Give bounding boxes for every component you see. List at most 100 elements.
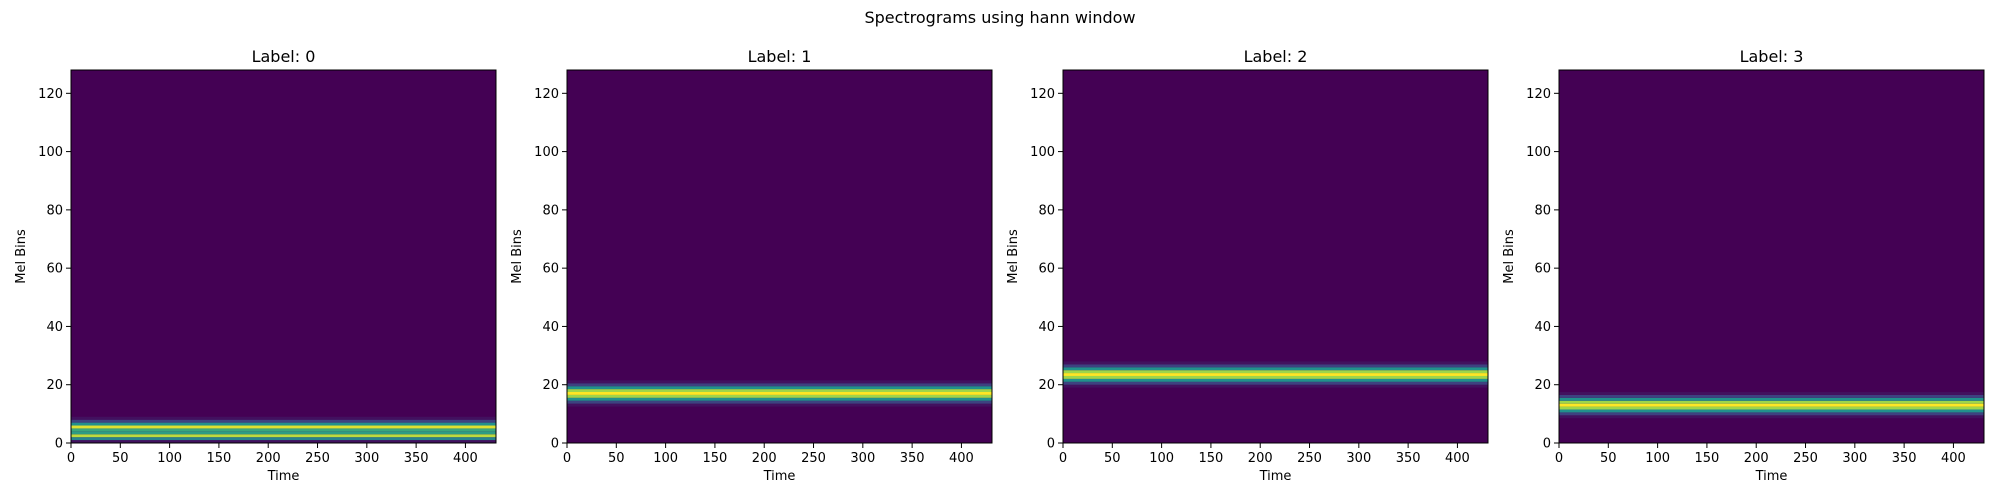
spectrogram-band-row: [567, 397, 992, 401]
spectrogram-background: [1559, 70, 1984, 443]
figure-title: Spectrograms using hann window: [864, 8, 1136, 27]
spectrogram-band-row: [567, 386, 992, 390]
y-tick-label: 20: [46, 378, 63, 393]
x-tick-label: 0: [1059, 451, 1067, 466]
x-axis-label: Time: [1259, 469, 1292, 484]
y-tick-label: 80: [542, 203, 559, 218]
x-tick-label: 350: [404, 451, 429, 466]
y-axis-label: Mel Bins: [510, 229, 525, 284]
x-axis-label: Time: [763, 469, 796, 484]
spectrogram-band-row: [567, 400, 992, 404]
y-tick-label: 80: [1534, 203, 1551, 218]
y-tick-label: 40: [46, 320, 63, 335]
x-tick-label: 300: [1346, 451, 1371, 466]
panel-title: Label: 2: [1244, 47, 1308, 66]
spectrogram-band-row: [1063, 384, 1488, 388]
y-tick-label: 60: [1038, 262, 1055, 277]
x-tick-label: 350: [1396, 451, 1421, 466]
axes-frame: [1062, 69, 1489, 444]
spectrogram-band-row: [1559, 397, 1984, 401]
y-tick-label: 20: [542, 378, 559, 393]
y-tick-label: 20: [1038, 378, 1055, 393]
spectrogram-band-row: [71, 434, 496, 438]
spectrogram-band-row: [1559, 409, 1984, 413]
x-tick-label: 0: [1555, 451, 1563, 466]
x-tick-label: 300: [850, 451, 875, 466]
spectrogram-band-row: [567, 403, 992, 407]
spectrogram-band-row: [1063, 370, 1488, 374]
spectrogram-panel-2: Label: 2 0 50 100 150 200 250 300 350 400 0 20 40 60 8…: [1006, 47, 1489, 484]
spectrogram-panel-0: Label: 0 0 50 100 150 200 250 300 350 400 0 20 40 60 8…: [14, 47, 497, 484]
x-tick-label: 200: [752, 451, 777, 466]
x-tick-label: 250: [1297, 451, 1322, 466]
spectrogram-band-row: [1063, 367, 1488, 371]
spectrogram-band-row: [1063, 373, 1488, 376]
spectrogram-band-row: [71, 419, 496, 423]
x-tick-label: 400: [949, 451, 974, 466]
x-tick-label: 250: [305, 451, 330, 466]
y-tick-label: 100: [38, 145, 63, 160]
spectrogram-band-row: [1559, 415, 1984, 419]
x-tick-label: 400: [1445, 451, 1470, 466]
y-tick-label: 40: [1534, 320, 1551, 335]
x-tick-label: 250: [801, 451, 826, 466]
y-tick-label: 100: [1526, 145, 1551, 160]
panel-title: Label: 3: [1740, 47, 1804, 66]
spectrogram-background: [71, 70, 496, 443]
x-tick-label: 100: [653, 451, 678, 466]
spectrogram-band-row: [1559, 406, 1984, 410]
y-tick-label: 60: [1534, 262, 1551, 277]
y-axis-label: Mel Bins: [1006, 229, 1021, 284]
x-tick-label: 300: [1842, 451, 1867, 466]
spectrogram-band-row: [1063, 375, 1488, 379]
x-tick-label: 50: [608, 451, 625, 466]
y-tick-label: 0: [55, 437, 63, 452]
x-tick-label: 50: [1600, 451, 1617, 466]
y-tick-label: 80: [1038, 203, 1055, 218]
y-tick-label: 0: [1047, 437, 1055, 452]
x-tick-label: 150: [702, 451, 727, 466]
spectrogram-band-row: [1559, 394, 1984, 398]
y-tick-label: 80: [46, 203, 63, 218]
spectrogram-band-row: [71, 440, 496, 443]
x-tick-label: 0: [563, 451, 571, 466]
spectrogram-band-row: [71, 428, 496, 432]
x-tick-label: 150: [1694, 451, 1719, 466]
x-tick-label: 50: [1104, 451, 1121, 466]
x-tick-label: 100: [1149, 451, 1174, 466]
x-tick-label: 200: [1744, 451, 1769, 466]
x-tick-label: 200: [256, 451, 281, 466]
x-tick-label: 350: [900, 451, 925, 466]
spectrogram-band-row: [71, 437, 496, 441]
y-tick-label: 0: [551, 437, 559, 452]
y-tick-label: 120: [1030, 87, 1055, 102]
spectrogram-panel-1: Label: 1 0 50 100 150 200 250 300 350 400 0 20 40 60 8…: [510, 47, 993, 484]
spectrogram-band-row: [1063, 378, 1488, 382]
x-axis-label: Time: [267, 469, 300, 484]
spectrogram-band-row: [71, 425, 496, 429]
spectrogram-band-row: [1559, 412, 1984, 416]
x-axis-label: Time: [1755, 469, 1788, 484]
spectrogram-panel-3: Label: 3 0 50 100 150 200 250 300 350 400 0 20 40 60 8…: [1502, 47, 1985, 484]
spectrogram-band-row: [1063, 381, 1488, 385]
y-tick-label: 120: [1526, 87, 1551, 102]
x-tick-label: 200: [1248, 451, 1273, 466]
x-tick-label: 0: [67, 451, 75, 466]
y-tick-label: 40: [542, 320, 559, 335]
spectrogram-band-row: [71, 431, 496, 435]
y-tick-label: 120: [534, 87, 559, 102]
spectrogram-band-row: [1063, 361, 1488, 365]
x-tick-label: 400: [453, 451, 478, 466]
spectrogram-band-row: [1063, 364, 1488, 368]
x-tick-label: 250: [1793, 451, 1818, 466]
spectrogram-band-row: [567, 392, 992, 395]
x-tick-label: 100: [157, 451, 182, 466]
spectrogram-band-row: [71, 422, 496, 426]
spectrogram-band-row: [1559, 392, 1984, 395]
y-tick-label: 120: [38, 87, 63, 102]
y-axis-label: Mel Bins: [14, 229, 29, 284]
spectrogram-band-row: [567, 394, 992, 398]
y-tick-label: 100: [1030, 145, 1055, 160]
y-tick-label: 60: [46, 262, 63, 277]
